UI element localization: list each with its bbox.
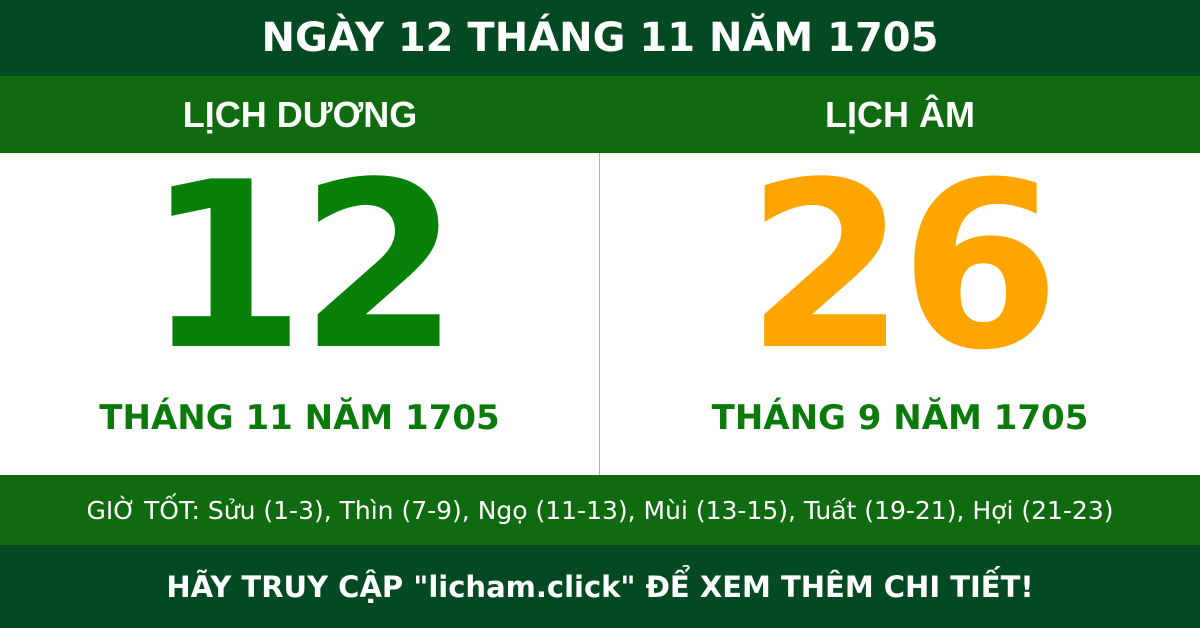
lunar-month-year: THÁNG 9 NĂM 1705	[711, 398, 1089, 438]
solar-calendar-label: LỊCH DƯƠNG	[182, 93, 418, 135]
calendar-body: 12 THÁNG 11 NĂM 1705 26 THÁNG 9 NĂM 1705	[0, 153, 1200, 475]
page-title-bar: NGÀY 12 THÁNG 11 NĂM 1705	[0, 0, 1200, 76]
footer-text: HÃY TRUY CẬP "licham.click" ĐỂ XEM THÊM …	[166, 569, 1034, 604]
solar-panel: 12 THÁNG 11 NĂM 1705	[0, 153, 600, 475]
lunar-day: 26	[745, 134, 1060, 401]
solar-day: 12	[145, 134, 459, 401]
page-title: NGÀY 12 THÁNG 11 NĂM 1705	[261, 15, 939, 61]
lunar-calendar-label: LỊCH ÂM	[825, 93, 975, 135]
good-hours-bar: GIỜ TỐT: Sửu (1-3), Thìn (7-9), Ngọ (11-…	[0, 475, 1200, 545]
good-hours-text: GIỜ TỐT: Sửu (1-3), Thìn (7-9), Ngọ (11-…	[86, 495, 1114, 525]
footer-bar: HÃY TRUY CẬP "licham.click" ĐỂ XEM THÊM …	[0, 545, 1200, 628]
solar-month-year: THÁNG 11 NĂM 1705	[99, 398, 500, 438]
calendar-headers: LỊCH DƯƠNG LỊCH ÂM	[0, 76, 1200, 153]
lunar-panel: 26 THÁNG 9 NĂM 1705	[600, 153, 1200, 475]
